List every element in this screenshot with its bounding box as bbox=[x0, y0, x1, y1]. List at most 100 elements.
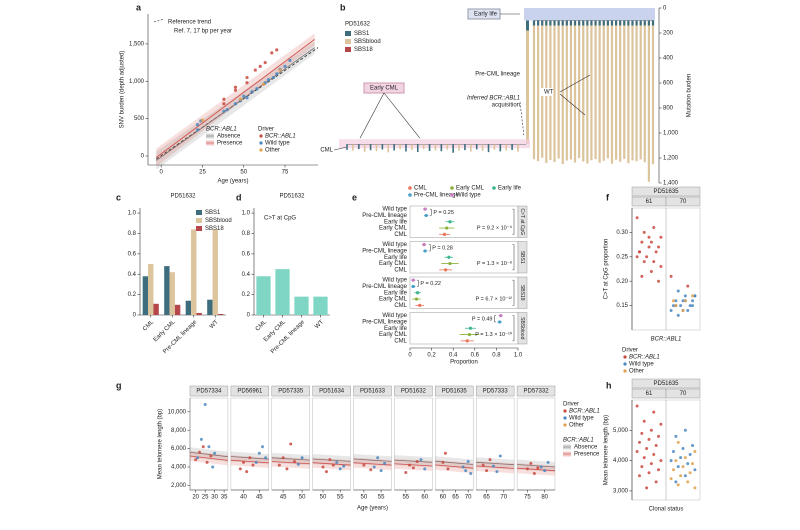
cml-branch bbox=[346, 144, 348, 150]
point bbox=[652, 260, 656, 264]
point bbox=[671, 304, 675, 308]
row-label: Early life bbox=[384, 326, 408, 332]
x-tick-label: 80 bbox=[541, 495, 548, 501]
point bbox=[635, 255, 639, 259]
legend-title: Driver bbox=[258, 127, 274, 133]
point bbox=[645, 486, 649, 490]
wt-branch-cap bbox=[590, 20, 593, 26]
point bbox=[379, 469, 383, 473]
point bbox=[693, 468, 697, 472]
point bbox=[254, 460, 258, 464]
point bbox=[258, 64, 262, 68]
x-tick-label: 60 bbox=[421, 495, 428, 501]
pre-cml-branch bbox=[526, 20, 529, 145]
facet-panel bbox=[665, 399, 701, 501]
cml-branch bbox=[475, 144, 478, 150]
y-tick-label: 0.25 bbox=[616, 254, 628, 260]
legend-swatch bbox=[563, 416, 567, 420]
legend-label: CML bbox=[414, 186, 427, 192]
point bbox=[647, 471, 651, 475]
legend-swatch bbox=[492, 186, 496, 190]
trend-line bbox=[155, 47, 319, 160]
point bbox=[207, 445, 211, 449]
point bbox=[657, 434, 661, 438]
legend-label: Early life bbox=[498, 186, 522, 192]
y-tick-label: 400 bbox=[663, 56, 674, 62]
point bbox=[645, 446, 649, 450]
point bbox=[649, 240, 653, 244]
legend-label: Pre-CML lineage bbox=[414, 193, 459, 199]
legend-label: SBSblood bbox=[354, 39, 381, 45]
x-tick-label: 25 bbox=[202, 495, 209, 501]
panel-letter: c bbox=[116, 192, 121, 202]
point bbox=[404, 471, 408, 475]
point bbox=[342, 464, 346, 468]
point bbox=[383, 461, 387, 465]
point bbox=[529, 461, 533, 465]
point bbox=[200, 118, 205, 122]
row-label: Pre-CML lineage bbox=[362, 249, 407, 255]
cml-branch bbox=[405, 144, 407, 152]
facet-label: PD51634 bbox=[319, 389, 345, 395]
legend-swatch bbox=[196, 218, 202, 223]
p-value: P = 0.49 bbox=[472, 316, 493, 322]
facet-strip bbox=[230, 385, 270, 397]
point bbox=[659, 422, 663, 426]
point bbox=[635, 450, 639, 454]
point bbox=[448, 261, 452, 266]
legend-label: Absence bbox=[217, 134, 241, 140]
facet-label: PD51633 bbox=[360, 389, 386, 395]
point bbox=[293, 459, 297, 463]
wt-branch-cap bbox=[623, 20, 626, 26]
row-label: Wild type bbox=[382, 242, 407, 248]
point bbox=[647, 235, 651, 239]
annotation-backdrop bbox=[541, 88, 552, 96]
point bbox=[488, 458, 492, 462]
x-axis-label: BCR::ABL1 bbox=[651, 337, 682, 343]
point bbox=[324, 470, 328, 474]
y-tick-label: 1,000 bbox=[129, 79, 145, 85]
point bbox=[422, 243, 426, 247]
wt-branch bbox=[631, 20, 634, 161]
facet-strip bbox=[517, 312, 528, 345]
y-tick-label: 4,000 bbox=[171, 465, 187, 471]
p-value: P = 0.25 bbox=[433, 210, 454, 216]
row-label: CML bbox=[394, 232, 407, 238]
x-axis-label: Age (years) bbox=[357, 506, 388, 512]
legend-label: Wild type bbox=[629, 362, 654, 368]
facet-strip bbox=[517, 241, 528, 274]
point bbox=[222, 102, 226, 106]
arrow bbox=[383, 92, 421, 139]
y-tick-label: 1,200 bbox=[663, 156, 679, 162]
y-tick-label: 500 bbox=[134, 116, 145, 122]
wt-branch-cap bbox=[545, 20, 548, 26]
wt-branch bbox=[602, 20, 605, 161]
point bbox=[546, 460, 550, 464]
trend-line bbox=[476, 461, 515, 466]
y-tick-label: 0 bbox=[133, 313, 137, 319]
wt-branch bbox=[598, 20, 601, 163]
legend-label: BCR::ABL1 bbox=[569, 409, 600, 415]
y-tick-label: 0.15 bbox=[616, 303, 628, 309]
x-tick-label: 50 bbox=[361, 495, 368, 501]
point bbox=[233, 88, 238, 92]
wt-branch bbox=[651, 20, 655, 165]
x-tick-label: 55 bbox=[378, 495, 385, 501]
point bbox=[659, 235, 663, 239]
wt-branch bbox=[594, 20, 597, 160]
arrow bbox=[559, 93, 586, 116]
row-label: Early CML bbox=[379, 297, 408, 303]
y-tick-label: 0.20 bbox=[616, 279, 628, 285]
facet-strip bbox=[517, 205, 528, 238]
point bbox=[464, 469, 468, 473]
point bbox=[525, 467, 529, 471]
bar bbox=[169, 272, 175, 315]
wt-branch-cap bbox=[610, 20, 614, 26]
panel-letter: b bbox=[340, 2, 346, 12]
y-tick-label: 0.6 bbox=[242, 251, 251, 257]
point bbox=[683, 428, 687, 432]
annotation: WT bbox=[544, 90, 554, 96]
wt-branch bbox=[532, 20, 536, 160]
point bbox=[288, 58, 292, 62]
wt-branch-cap bbox=[606, 20, 609, 26]
